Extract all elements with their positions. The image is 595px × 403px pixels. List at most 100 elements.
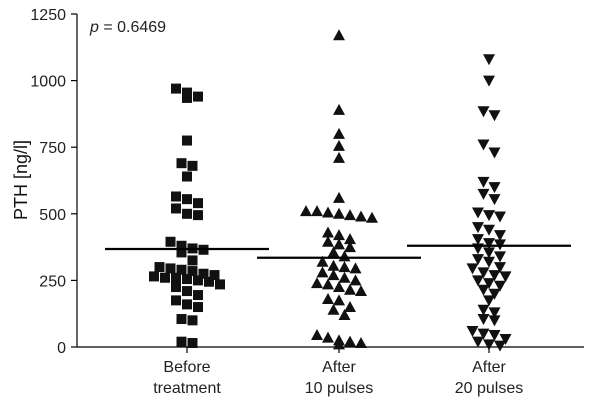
data-point	[483, 224, 495, 236]
data-point	[472, 254, 484, 266]
data-point	[322, 206, 334, 218]
data-point	[311, 329, 323, 341]
data-point	[483, 210, 495, 222]
x-tick-label-line2: 10 pulses	[305, 380, 374, 397]
data-point	[300, 205, 312, 217]
data-point	[182, 274, 192, 285]
data-point	[494, 340, 506, 352]
data-point	[193, 210, 203, 221]
data-point	[322, 293, 334, 305]
data-point	[333, 191, 345, 203]
data-point	[477, 284, 490, 296]
data-point	[193, 275, 203, 286]
y-axis-title: PTH [ng/l]	[11, 140, 31, 220]
data-point	[333, 294, 345, 306]
data-point	[344, 209, 356, 221]
data-point	[311, 277, 323, 289]
data-point	[333, 207, 345, 219]
y-tick-label: 1250	[30, 7, 66, 24]
data-point	[472, 234, 484, 246]
data-point	[338, 271, 351, 283]
data-point	[472, 207, 484, 219]
x-tick-label-line1: After	[322, 359, 356, 376]
data-point	[477, 304, 490, 316]
data-point	[488, 270, 501, 282]
data-point	[333, 229, 345, 241]
data-point	[483, 238, 495, 250]
data-point	[483, 278, 495, 290]
data-point	[193, 198, 203, 209]
data-point	[477, 267, 490, 279]
data-point	[160, 272, 170, 283]
data-point	[182, 194, 192, 205]
x-axis: Before treatment After 10 pulses After 20 pul…	[77, 346, 584, 397]
data-point	[165, 236, 176, 247]
data-point	[488, 182, 501, 194]
data-point	[327, 269, 340, 281]
data-point	[333, 338, 345, 350]
data-point	[171, 282, 181, 293]
data-point	[477, 176, 490, 188]
data-point	[338, 261, 351, 273]
data-point	[149, 271, 159, 282]
data-point	[322, 235, 334, 247]
data-point	[488, 288, 501, 300]
data-point	[327, 246, 340, 258]
data-point	[198, 268, 209, 279]
x-tick-label-line2: treatment	[153, 380, 221, 397]
x-tick-label-line1: Before	[163, 359, 210, 376]
data-point	[344, 283, 356, 295]
data-point	[488, 315, 501, 327]
data-point	[494, 251, 506, 263]
data-point	[472, 336, 484, 348]
data-point	[494, 280, 506, 292]
data-point	[176, 336, 187, 347]
data-point	[488, 110, 501, 122]
data-point	[477, 314, 490, 326]
p-value-symbol: p	[89, 19, 99, 36]
data-point	[355, 337, 367, 349]
data-point	[171, 203, 181, 214]
data-point	[472, 222, 484, 234]
data-point	[187, 315, 198, 326]
data-point	[483, 295, 495, 307]
data-point	[477, 139, 490, 151]
data-point	[316, 255, 329, 267]
data-point	[366, 211, 378, 223]
data-point	[182, 286, 192, 297]
data-point	[215, 279, 225, 290]
data-point	[338, 309, 351, 321]
data-point	[477, 106, 490, 118]
p-value-text: = 0.6469	[99, 19, 166, 36]
data-point	[322, 226, 334, 238]
data-point	[182, 299, 192, 310]
data-point	[483, 75, 495, 87]
data-point	[477, 328, 490, 340]
data-point	[483, 54, 495, 66]
data-point	[349, 262, 362, 274]
data-point	[182, 87, 192, 98]
p-value-annotation: p = 0.6469	[89, 19, 166, 36]
y-tick-label: 1000	[30, 74, 66, 91]
data-point	[182, 92, 192, 103]
data-point	[333, 103, 345, 115]
data-point	[316, 266, 329, 278]
data-point	[466, 263, 479, 275]
data-point	[182, 208, 192, 219]
data-point	[187, 255, 198, 266]
data-point	[176, 158, 187, 169]
data-point	[349, 274, 362, 286]
data-point	[204, 276, 214, 287]
data-point	[483, 247, 495, 259]
data-point	[182, 171, 192, 182]
x-tick-label-line2: 20 pulses	[455, 380, 524, 397]
data-point	[488, 307, 501, 319]
data-point	[333, 281, 345, 293]
data-point	[327, 259, 340, 271]
data-point	[333, 29, 345, 41]
data-point	[187, 160, 198, 171]
data-point	[477, 188, 490, 200]
data-point	[483, 256, 495, 268]
data-point	[355, 210, 367, 222]
data-point	[171, 295, 181, 306]
